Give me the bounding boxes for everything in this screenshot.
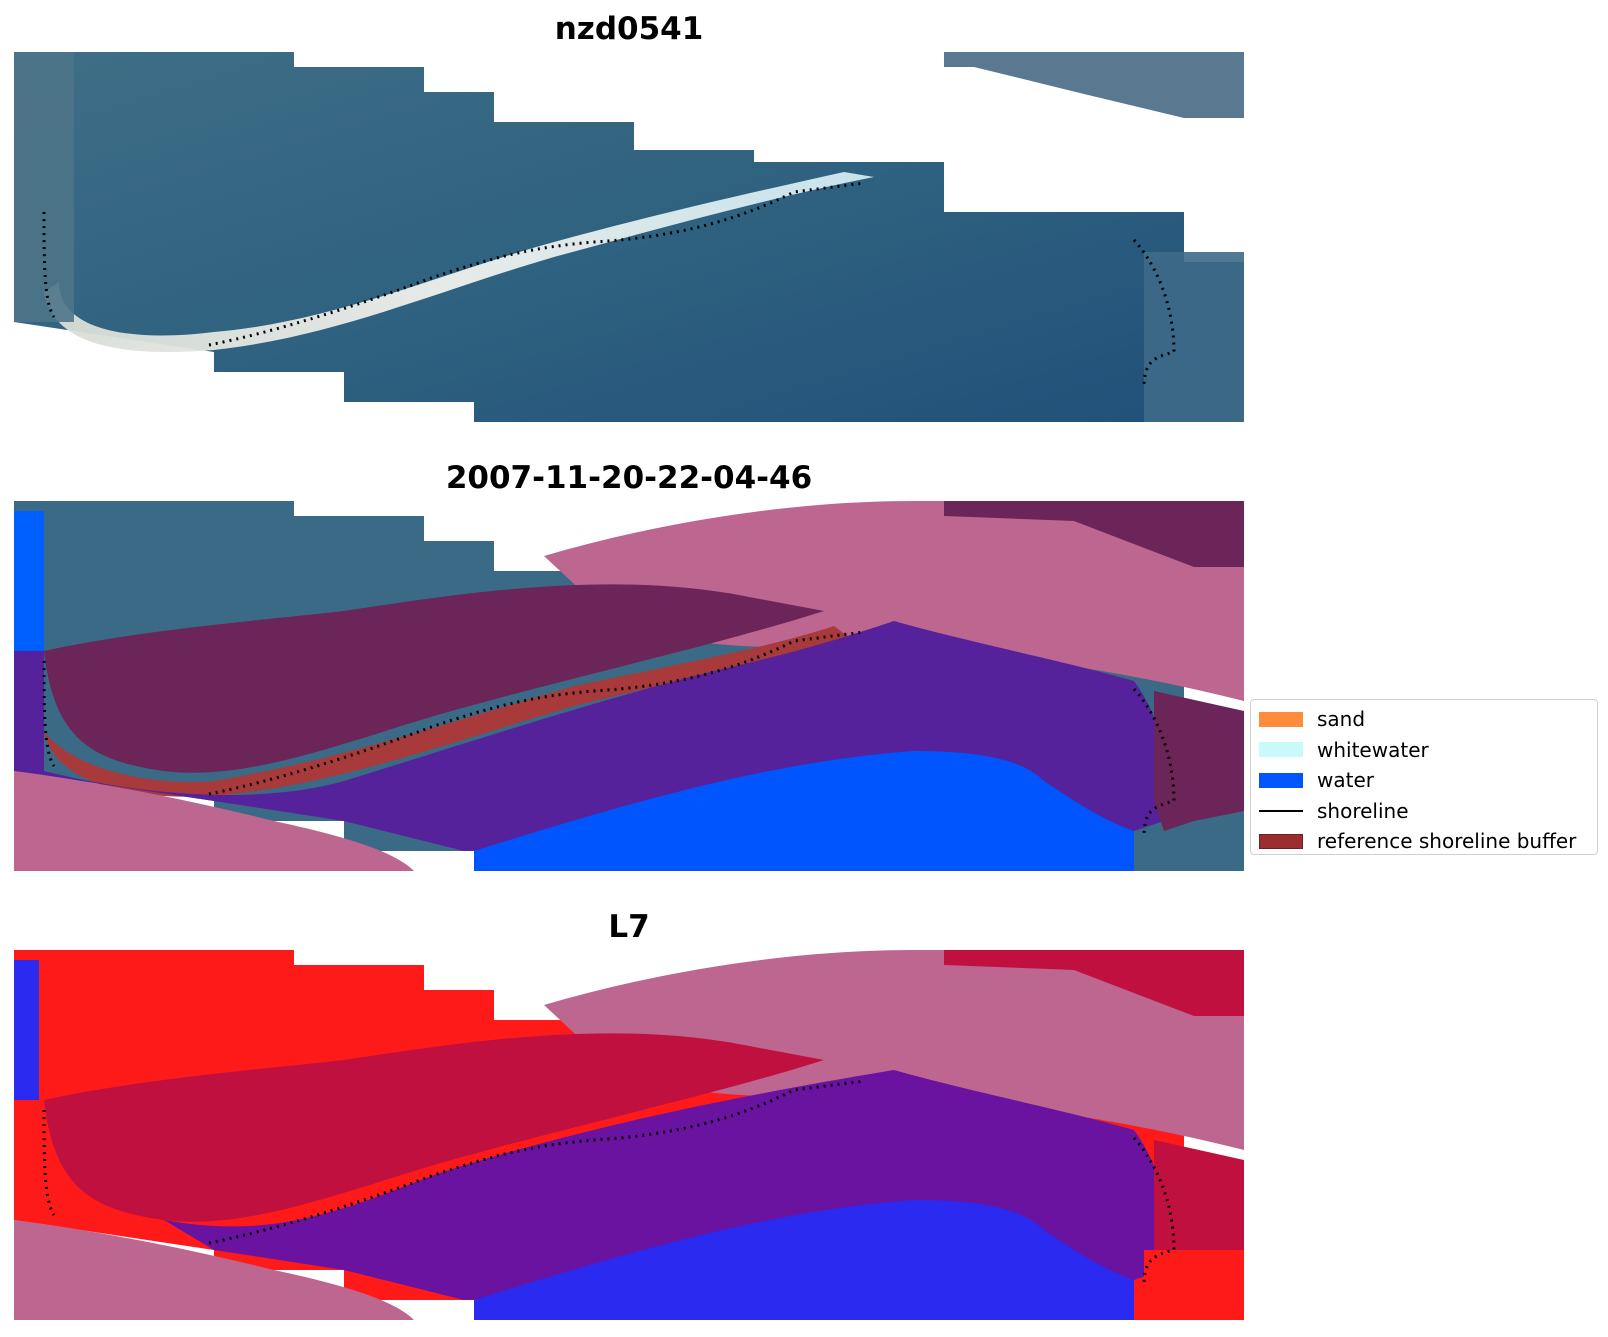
buffer-band-upper-3 (544, 950, 1244, 1150)
satellite-image-panel (14, 52, 1244, 422)
land-upper-right (944, 501, 1244, 567)
buffer-band-upper (544, 501, 1244, 701)
water-swatch (1259, 772, 1303, 788)
whitewater-swatch (1259, 742, 1303, 758)
sand-swatch (1259, 711, 1303, 727)
legend-item-whitewater: whitewater (1251, 735, 1597, 766)
panel-title-3: L7 (608, 909, 650, 945)
panel-title-1: nzd0541 (554, 11, 704, 47)
legend-item-shoreline: shoreline (1251, 796, 1597, 827)
legend-item-reference-buffer: reference shoreline buffer (1251, 826, 1597, 857)
legend-item-sand: sand (1251, 704, 1597, 735)
left-land (14, 52, 74, 322)
buffer-band-lower-3 (14, 1220, 414, 1320)
crimson-land-band (44, 1033, 824, 1222)
land-region-top-right (944, 52, 1244, 118)
left-blue-strip (14, 960, 39, 1100)
right-red-land (1144, 1250, 1244, 1320)
crimson-land-top (944, 950, 1244, 1016)
index-overlay-panel (14, 950, 1244, 1320)
left-water-strip (14, 511, 44, 661)
water-blue-region (474, 751, 1134, 871)
beach-strip (44, 172, 874, 352)
shoreline-line-swatch (1259, 809, 1303, 812)
blue-water-region (474, 1200, 1134, 1320)
legend-item-water: water (1251, 765, 1597, 796)
buffer-red-strip (44, 626, 854, 797)
legend-label-shoreline: shoreline (1317, 798, 1409, 823)
reference-buffer-swatch (1259, 833, 1303, 849)
classification-overlay-panel (14, 501, 1244, 871)
legend-label-sand: sand (1317, 707, 1366, 732)
shoreline-line-1 (42, 181, 1176, 388)
legend-label-whitewater: whitewater (1317, 737, 1429, 762)
right-crimson-land (1154, 1140, 1244, 1250)
legend: sand whitewater water shoreline referenc… (1250, 699, 1598, 855)
buffer-band-lower (14, 771, 414, 871)
legend-label-reference-buffer: reference shoreline buffer (1317, 829, 1577, 854)
panel-title-2: 2007-11-20-22-04-46 (445, 460, 813, 496)
right-maroon-land (1154, 691, 1244, 831)
right-land (1144, 252, 1244, 422)
legend-label-water: water (1317, 768, 1374, 793)
land-maroon-region (44, 584, 824, 773)
